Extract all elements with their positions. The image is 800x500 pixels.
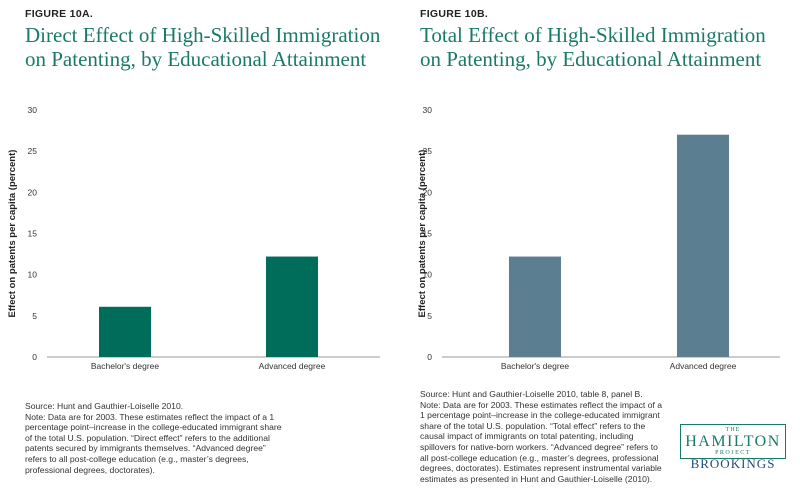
figure-title: Direct Effect of High-Skilled Immigratio… xyxy=(25,23,380,71)
y-tick-label: 15 xyxy=(28,229,38,239)
figure-title-line: Direct Effect of High-Skilled Immigratio… xyxy=(25,23,381,47)
y-axis-label: Effect on patents per capita (percent) xyxy=(417,150,428,318)
bar-chart-direct-effect: 0 5 10 15 20 25 30 Effect on patents per capita… xyxy=(7,105,380,371)
logo-text: PROJECT xyxy=(715,450,751,456)
brookings-logo: BROOKINGS xyxy=(690,456,776,471)
note-text: Note: Data are for 2003. These estimates… xyxy=(420,399,663,484)
y-tick-label: 0 xyxy=(32,352,37,362)
y-tick-label: 5 xyxy=(427,311,432,321)
bar-chart-total-effect: 0 5 10 15 20 25 30 Effect on patents per capita… xyxy=(417,105,780,371)
source-text: Source: Hunt and Gauthier-Loiselle 2010. xyxy=(25,401,184,411)
y-tick-label: 20 xyxy=(423,187,433,197)
bar xyxy=(509,256,561,357)
logo-text: HAMILTON xyxy=(685,433,781,450)
hamilton-project-logo: THE HAMILTON PROJECT xyxy=(680,424,786,459)
y-tick-label: 30 xyxy=(28,105,38,115)
y-tick-label: 25 xyxy=(423,146,433,156)
y-tick-label: 10 xyxy=(28,270,38,280)
figure-label: FIGURE 10B. xyxy=(420,8,489,20)
figure-title-line: Total Effect of High-Skilled Immigration xyxy=(420,23,766,47)
y-tick-label: 5 xyxy=(32,311,37,321)
source-text: Source: Hunt and Gauthier-Loiselle 2010,… xyxy=(420,389,643,399)
bar xyxy=(99,306,151,357)
x-category-label: Bachelor's degree xyxy=(501,361,570,371)
y-tick-label: 20 xyxy=(28,187,38,197)
figure-notes: Source: Hunt and Gauthier-Loiselle 2010.… xyxy=(25,401,287,475)
y-tick-label: 15 xyxy=(423,229,433,239)
logo-text: THE xyxy=(725,427,741,433)
figure-title: Total Effect of High-Skilled Immigration… xyxy=(420,23,766,71)
note-text: Note: Data are for 2003. These estimates… xyxy=(25,411,282,475)
y-tick-label: 30 xyxy=(423,105,433,115)
figure-notes: Source: Hunt and Gauthier-Loiselle 2010,… xyxy=(420,389,665,484)
x-category-label: Advanced degree xyxy=(670,361,737,371)
x-category-label: Bachelor's degree xyxy=(91,361,160,371)
y-axis-label: Effect on patents per capita (percent) xyxy=(7,150,18,318)
x-category-label: Advanced degree xyxy=(259,361,326,371)
y-tick-label: 25 xyxy=(28,146,38,156)
y-tick-label: 0 xyxy=(427,352,432,362)
y-tick-label: 10 xyxy=(423,270,433,280)
figure-title-line: on Patenting, by Educational Attainment xyxy=(25,47,367,71)
bar xyxy=(677,134,729,357)
figure-label: FIGURE 10A. xyxy=(25,8,94,20)
bar xyxy=(266,256,318,357)
figure-title-line: on Patenting, by Educational Attainment xyxy=(420,47,762,71)
